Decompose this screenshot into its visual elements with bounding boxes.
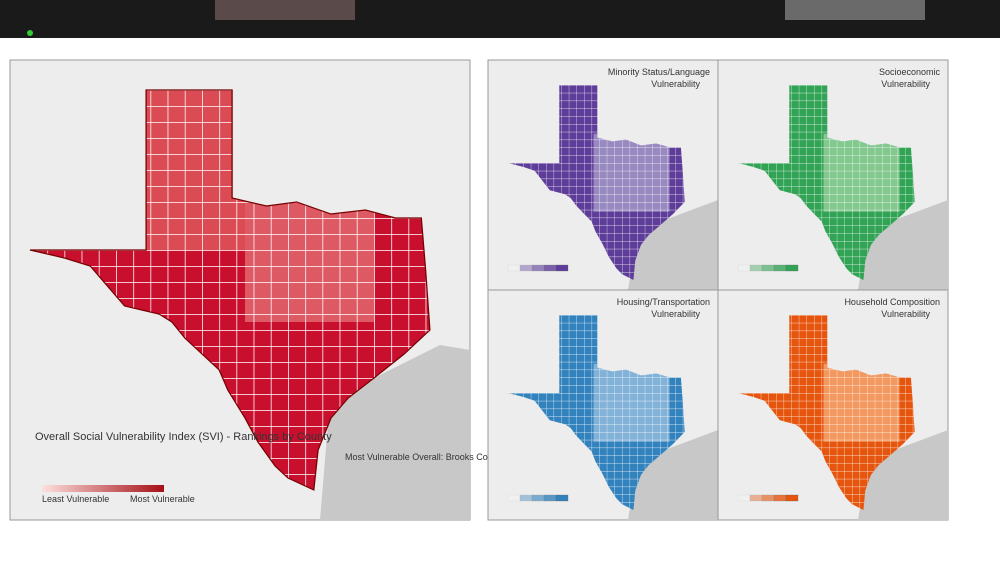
legend-swatch xyxy=(761,264,775,272)
gulf xyxy=(858,200,948,290)
legend-swatch xyxy=(737,264,751,272)
legend-swatch xyxy=(531,494,545,502)
legend-swatch xyxy=(737,494,751,502)
legend-swatch xyxy=(555,494,569,502)
legend-swatch xyxy=(773,494,787,502)
legend-swatch xyxy=(507,494,521,502)
title-line: Vulnerability xyxy=(881,309,930,319)
map-panel: Minority Status/Language Vulnerability xyxy=(487,59,719,291)
map-note: Most Vulnerable Overall: Brooks County xyxy=(345,452,505,462)
map-panel: Socioeconomic Vulnerability xyxy=(717,59,949,291)
legend-swatch xyxy=(749,494,763,502)
legend-high: Most Vulnerable xyxy=(130,494,195,504)
status-dot xyxy=(27,30,33,36)
legend-swatch xyxy=(785,264,799,272)
legend-swatch xyxy=(749,264,763,272)
legend-swatch xyxy=(543,494,557,502)
panel-title: Socioeconomic Vulnerability xyxy=(879,67,941,89)
legend-swatch xyxy=(555,264,569,272)
legend-swatch xyxy=(785,494,799,502)
title-line: Housing/Transportation xyxy=(617,297,710,307)
title-line: Household Composition xyxy=(844,297,940,307)
legend-swatch xyxy=(531,264,545,272)
map-title-line: Overall Social Vulnerability Index (SVI)… xyxy=(35,431,332,443)
map-panel: Household Composition Vulnerability xyxy=(717,289,949,521)
panel-title: Minority Status/Language Vulnerability xyxy=(608,67,710,89)
participant-video[interactable] xyxy=(215,0,355,20)
gulf xyxy=(628,430,718,520)
legend-swatch xyxy=(519,264,533,272)
title-line: Vulnerability xyxy=(881,79,930,89)
legend-swatch xyxy=(543,264,557,272)
participant-video[interactable] xyxy=(785,0,925,20)
main-map-panel: Overall Social Vulnerability Index (SVI)… xyxy=(9,59,505,521)
legend-swatch xyxy=(761,494,775,502)
legend-bar xyxy=(42,485,164,492)
legend-low: Least Vulnerable xyxy=(42,494,109,504)
title-line: Socioeconomic xyxy=(879,67,941,77)
legend-swatch xyxy=(519,494,533,502)
legend-swatch xyxy=(773,264,787,272)
title-line: Vulnerability xyxy=(651,309,700,319)
legend-swatch xyxy=(507,264,521,272)
title-line: Minority Status/Language xyxy=(608,67,710,77)
panel-title: Housing/Transportation Vulnerability xyxy=(617,297,710,319)
gulf xyxy=(858,430,948,520)
gulf xyxy=(628,200,718,290)
map-panel: Housing/Transportation Vulnerability xyxy=(487,289,719,521)
small-maps: Minority Status/Language VulnerabilitySoc… xyxy=(487,59,949,521)
panel-title: Household Composition Vulnerability xyxy=(844,297,940,319)
title-line: Vulnerability xyxy=(651,79,700,89)
